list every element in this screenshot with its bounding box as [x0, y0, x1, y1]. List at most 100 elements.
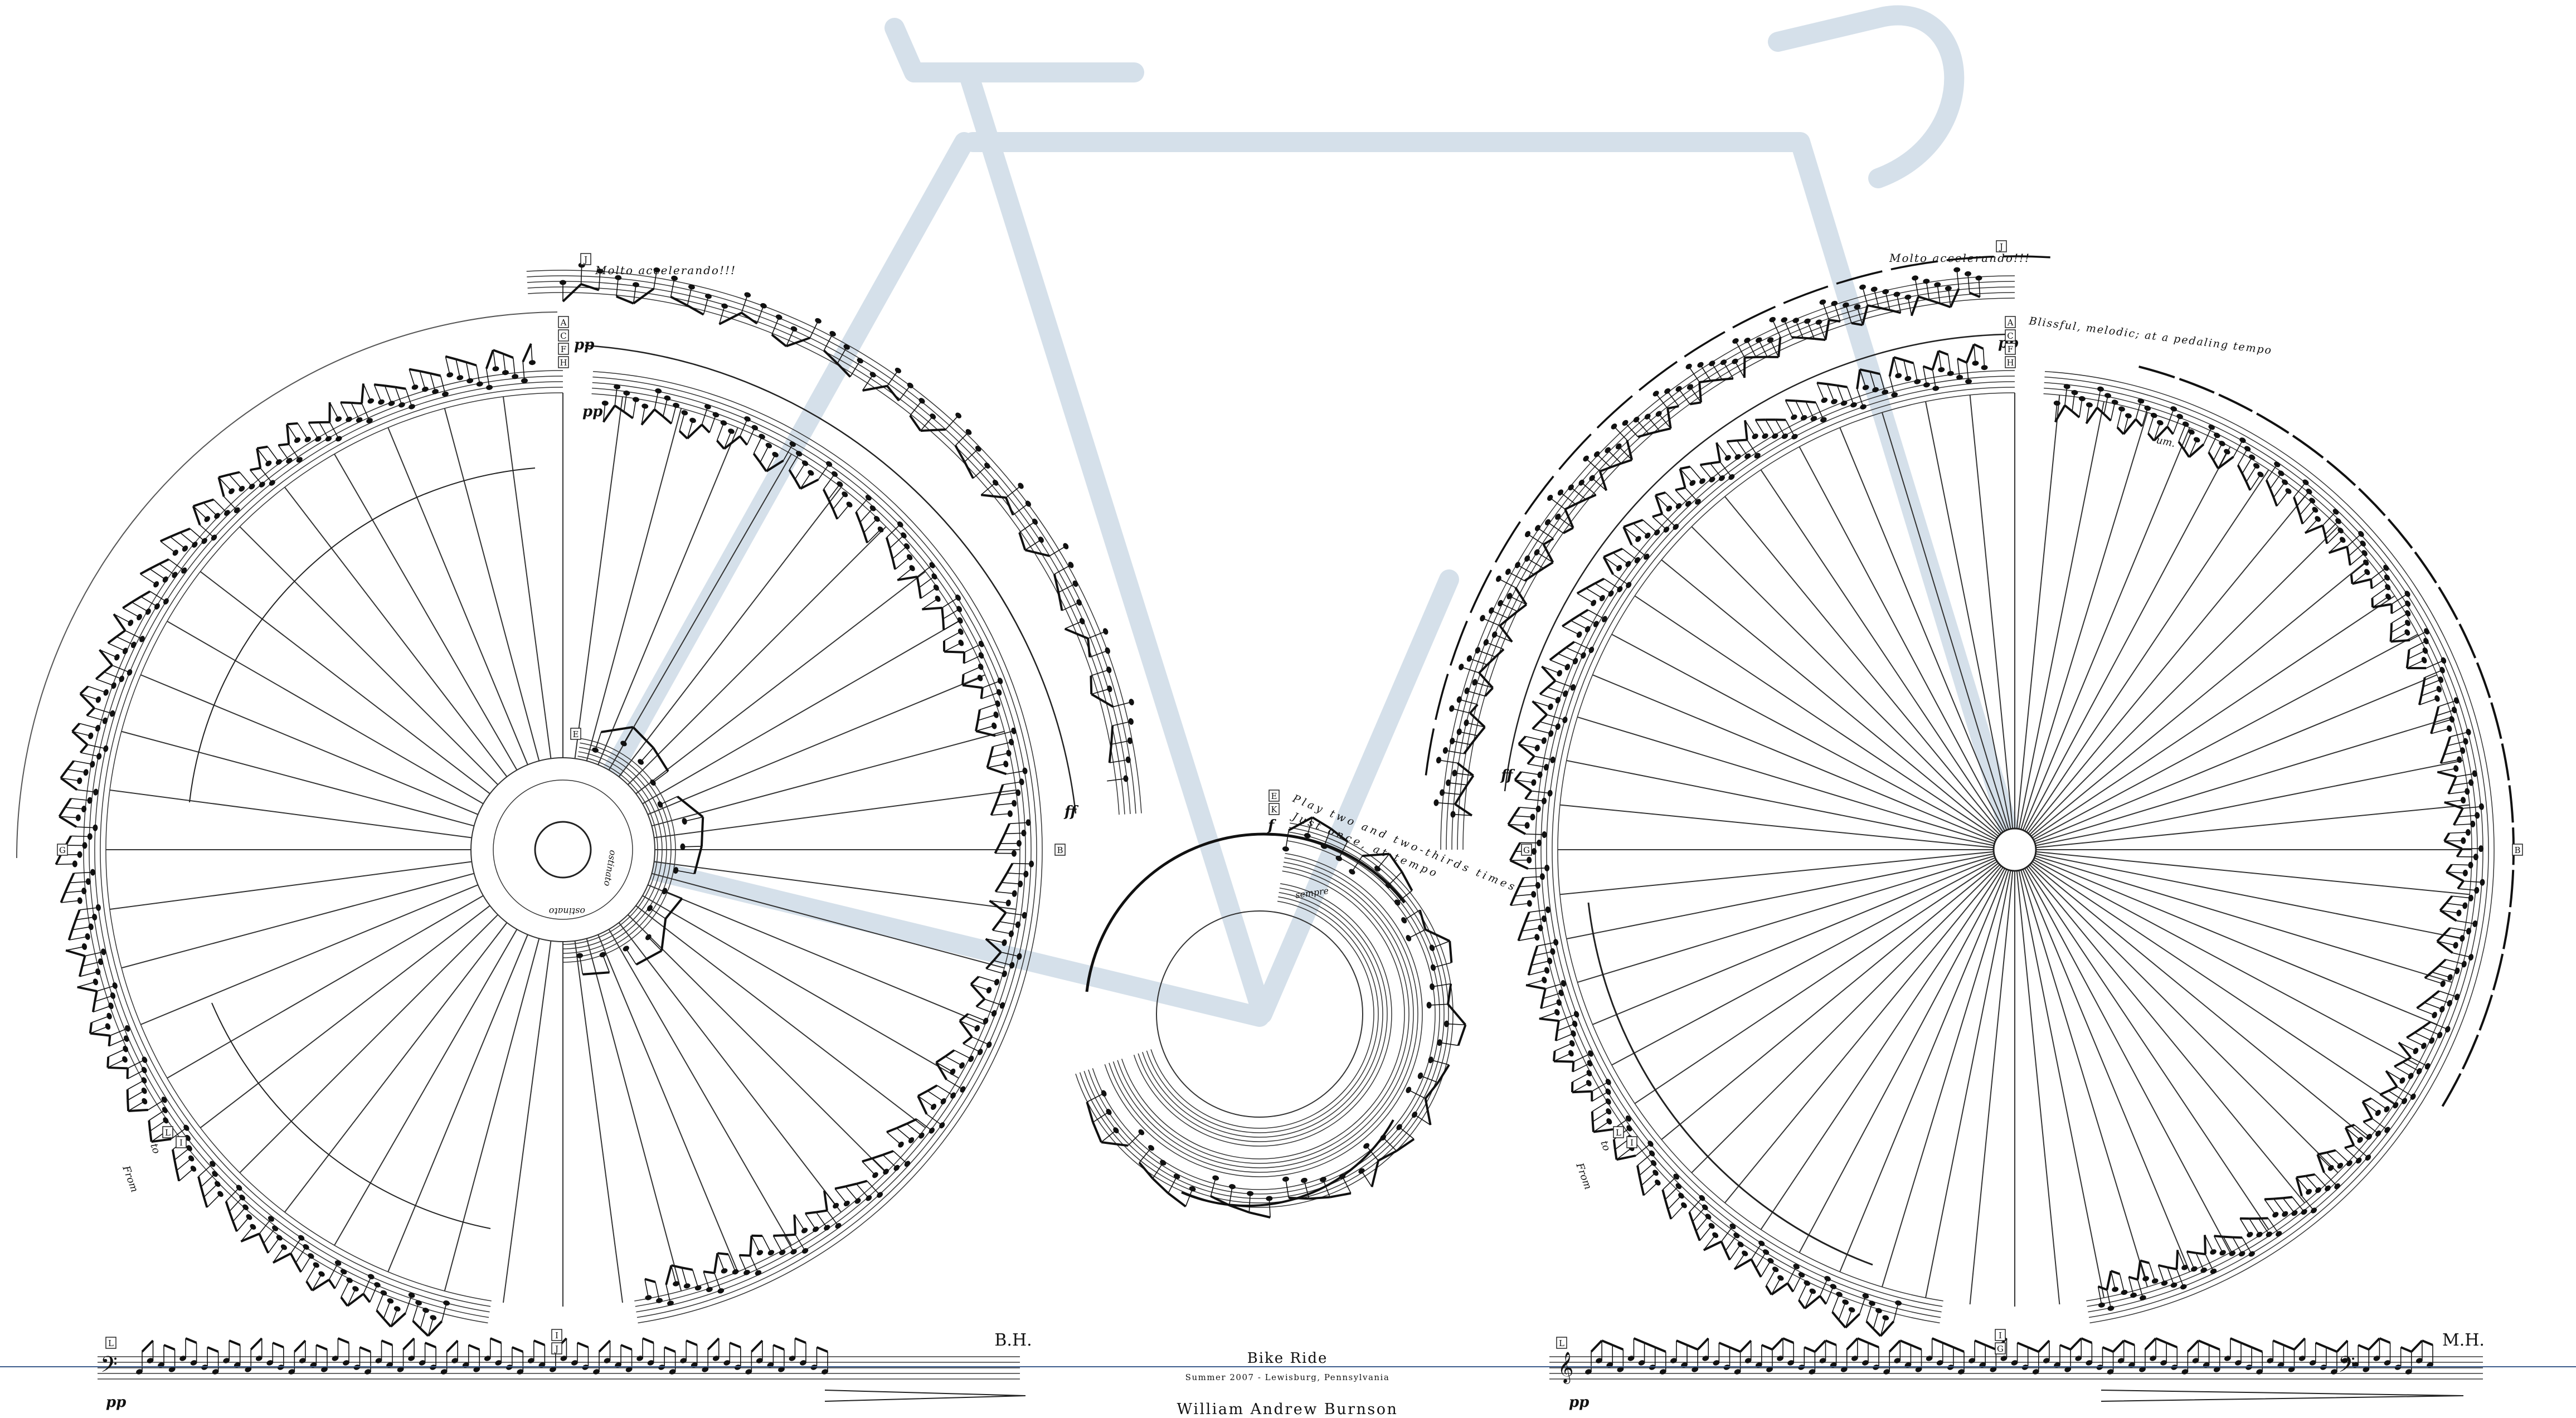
bottom-left-note — [800, 1360, 806, 1366]
bottom-right-note — [2416, 1358, 2423, 1363]
left-outer-stem — [174, 1148, 190, 1161]
left-outer-beam — [103, 664, 113, 673]
bottom-right-note — [2235, 1360, 2242, 1366]
right-inner-stem — [2106, 1289, 2112, 1309]
left-spoke — [502, 396, 552, 759]
bottom-right-beam — [1771, 1337, 1784, 1351]
right-top-stem — [1527, 558, 1544, 569]
center-stem — [1439, 1042, 1459, 1046]
center-stem — [1168, 1176, 1178, 1194]
center-beam — [1424, 1098, 1432, 1125]
right-top-beam — [1456, 762, 1474, 777]
bottom-left-beam — [664, 1346, 676, 1353]
left-outer-beam — [328, 1279, 336, 1289]
bottom-right-beam — [2016, 1342, 2029, 1348]
direction-ostinato-2: ostinato — [549, 906, 585, 917]
left-inner-beam — [759, 461, 767, 472]
left-top-stem — [1087, 631, 1106, 639]
right-outer-stem — [1631, 544, 1647, 557]
left-top-beam — [909, 415, 922, 432]
right-outer-beam — [1539, 714, 1548, 723]
right-outer-beam — [1724, 1250, 1731, 1261]
left-top-stem — [580, 265, 582, 285]
right-inner-beam — [2344, 1127, 2355, 1146]
bottom-right-note — [2405, 1369, 2412, 1375]
right-slur — [2256, 412, 2290, 434]
left-outer-stem — [96, 985, 115, 992]
right-inner-stem — [2249, 474, 2261, 491]
left-spoke — [284, 922, 508, 1213]
left-outer-beam — [376, 1309, 385, 1319]
left-spoke — [648, 674, 985, 815]
left-inner-stem — [863, 518, 877, 533]
bottom-left-note — [712, 1356, 720, 1361]
right-outer-beam — [1771, 1282, 1788, 1296]
right-top-stem — [1655, 393, 1668, 409]
bottom-left-note — [550, 1367, 556, 1372]
right-outer-stem — [1632, 523, 1648, 536]
left-inner-stem — [999, 792, 1018, 796]
right-inner-stem — [2328, 539, 2343, 553]
right-outer-stem — [1982, 348, 1985, 368]
left-inner-stem — [709, 415, 717, 433]
right-outer-stem — [1744, 420, 1756, 437]
right-outer-stem — [1699, 1225, 1712, 1241]
bottom-right-beam — [2326, 1346, 2337, 1353]
right-top-slur — [1783, 285, 1829, 304]
right-inner-stem — [2157, 1265, 2165, 1284]
right-outer-beam — [1524, 790, 1532, 800]
right-inner-stem — [2444, 750, 2463, 756]
left-spoke — [121, 730, 474, 827]
right-spoke — [1634, 861, 1997, 1104]
right-outer-stem — [1922, 366, 1927, 385]
left-outer-stem — [108, 642, 126, 652]
direction-um: um. — [2155, 434, 2176, 450]
bottom-right-beam — [1899, 1339, 1912, 1346]
right-spoke — [1799, 868, 2005, 1253]
right-inner-stem — [2410, 1057, 2428, 1067]
bottom-right-note — [2000, 1356, 2008, 1361]
left-outer-beam — [60, 768, 69, 779]
left-top-beam — [633, 288, 655, 305]
right-inner-beam — [2245, 481, 2252, 491]
right-inner-stem — [2103, 395, 2108, 415]
left-outer-stem — [405, 1295, 412, 1314]
center-stem — [1323, 828, 1331, 847]
left-outer-stem — [334, 1271, 344, 1289]
bicycle-frame — [558, 5, 2028, 1027]
right-outer-beam — [1539, 686, 1548, 695]
left-outer-beam — [128, 1108, 148, 1112]
right-top-beam — [1476, 726, 1486, 737]
left-inner-beam — [686, 423, 703, 440]
center-staff — [1075, 822, 1454, 1208]
left-outer-stem — [476, 365, 480, 384]
left-outer-beam — [419, 370, 431, 374]
right-outer-beam — [1612, 1139, 1616, 1150]
left-inner-beam — [999, 833, 1006, 844]
center-beam — [1092, 1122, 1102, 1143]
left-outer-stem — [149, 1120, 166, 1132]
right-top-slur — [1890, 260, 1938, 271]
left-spoke — [387, 934, 528, 1272]
rehearsal-letter: I — [1999, 1331, 2002, 1341]
left-inner-beam — [845, 1182, 857, 1188]
bottom-left-note — [593, 1369, 600, 1375]
rehearsal-letter: B — [1057, 845, 1063, 855]
right-outer-beam — [1527, 964, 1533, 976]
center-beam — [1167, 1192, 1187, 1208]
right-top-beam — [1861, 305, 1869, 325]
right-outer-beam — [1786, 1283, 1794, 1293]
bottom-right-note — [1883, 1369, 1890, 1375]
left-outer-beam — [66, 760, 75, 771]
left-top-beam — [1110, 725, 1114, 745]
right-inner-stem — [2430, 1021, 2448, 1030]
left-inner-beam — [993, 951, 1002, 962]
left-outer-beam — [113, 613, 127, 631]
right-outer-stem — [1539, 1012, 1558, 1019]
left-outer-beam — [258, 1233, 265, 1244]
left-outer-stem — [239, 471, 252, 487]
left-outer-stem — [128, 1100, 145, 1112]
center-beam — [1210, 1195, 1230, 1207]
bottom-right-beam — [1782, 1337, 1794, 1344]
right-inner-stem — [2449, 832, 2468, 834]
